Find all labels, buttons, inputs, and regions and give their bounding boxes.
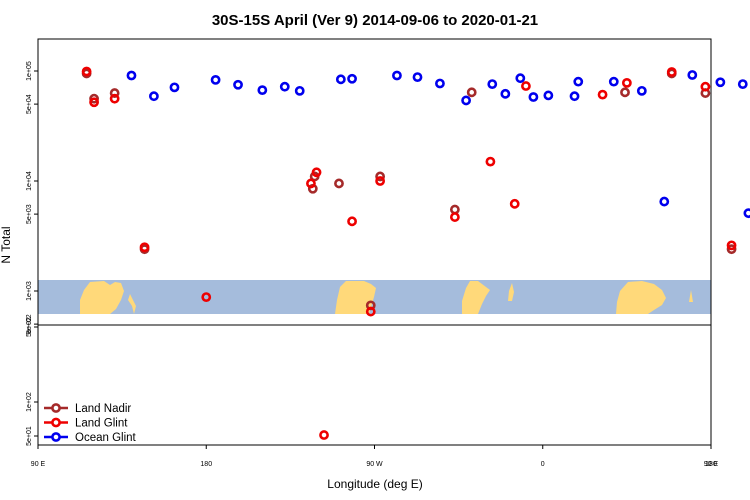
x-tick-label: 90 W <box>366 461 383 468</box>
ocean-glint-point <box>487 79 498 90</box>
legend-marker-land-nadir <box>51 403 61 413</box>
land-glint-point <box>666 67 677 77</box>
ocean-glint-point <box>335 74 346 85</box>
plot-frame-lower <box>37 324 712 446</box>
chart-title: 30S-15S April (Ver 9) 2014-09-06 to 2020… <box>212 12 538 29</box>
land-nadir-point <box>726 244 737 255</box>
ocean-glint-point <box>687 70 698 80</box>
land-glint-point <box>201 292 212 303</box>
ocean-glint-point <box>392 70 402 81</box>
ocean-glint-point <box>149 91 159 102</box>
legend-label-ocean-glint: Ocean Glint <box>75 432 137 444</box>
land-glint-point <box>89 97 99 108</box>
land-glint-point <box>139 242 150 253</box>
ocean-glint-point <box>210 75 221 85</box>
land-nadir-point <box>109 88 120 98</box>
y-tick-label: 5e+03 <box>26 204 33 224</box>
ocean-glint-point <box>573 76 584 87</box>
land-nadir-point <box>620 87 630 98</box>
ocean-glint-point <box>608 76 619 87</box>
land-glint-point <box>347 216 357 227</box>
land-nadir-point <box>89 93 99 104</box>
y-tick-label: 1e+05 <box>26 61 33 81</box>
ocean-glint-point <box>257 85 268 96</box>
ocean-glint-point <box>126 70 137 81</box>
ocean-glint-point <box>659 196 670 207</box>
legend-marker-land-glint <box>51 417 61 428</box>
land-south-america <box>335 281 376 314</box>
land-glint-point <box>109 93 120 104</box>
y-tick-label: 5e+01 <box>26 426 33 446</box>
y-tick-label: 1e+03 <box>26 281 33 301</box>
ocean-glint-point <box>461 95 472 106</box>
ocean-glint-point <box>636 85 647 96</box>
land-glint-point <box>509 198 520 209</box>
land-glint-point <box>319 430 329 440</box>
ocean-glint-point <box>500 88 511 99</box>
land-africa-center <box>462 281 490 314</box>
ocean-glint-point <box>743 208 750 219</box>
ocean-glint-point <box>294 85 305 96</box>
land-new-zealand <box>689 290 693 302</box>
y-tick-label: 1e+04 <box>26 171 33 191</box>
ocean-glint-point <box>347 73 357 84</box>
ocean-glint-point <box>515 73 526 84</box>
x-tick-label: 180 <box>705 461 717 468</box>
ocean-glint-point <box>435 78 445 89</box>
land-australia-right <box>616 281 666 314</box>
ocean-glint-point <box>528 92 539 102</box>
x-tick-label: 90 E <box>704 461 719 468</box>
land-nadir-point <box>449 204 460 215</box>
ocean-glint-point <box>233 79 243 90</box>
y-axis-label: N Total <box>0 226 13 263</box>
land-glint-point <box>597 89 608 100</box>
ocean-glint-point <box>715 77 726 88</box>
x-tick-label: 180 <box>200 461 212 468</box>
land-glint-point <box>311 167 322 178</box>
land-glint-point <box>375 176 386 186</box>
legend-label-land-nadir: Land Nadir <box>75 403 131 415</box>
ocean-glint-point <box>737 79 748 90</box>
x-tick-label: 90 E <box>31 461 46 468</box>
land-glint-point <box>485 156 496 167</box>
ocean-glint-point <box>279 81 290 92</box>
ocean-glint-point <box>543 90 554 101</box>
ocean-glint-point <box>412 72 423 83</box>
y-tick-label: 5e+02 <box>26 314 33 334</box>
land-glint-point <box>81 66 92 77</box>
land-nadir-point <box>334 178 344 189</box>
land-glint-point <box>306 178 316 189</box>
land-madagascar <box>508 283 514 301</box>
land-africa-left <box>80 281 124 314</box>
x-tick-label: 0 <box>541 461 545 468</box>
y-tick-label: 1e+02 <box>26 392 33 412</box>
land-glint-point <box>521 81 531 91</box>
land-australia-left <box>128 294 136 314</box>
y-tick-label: 5e+04 <box>26 94 33 114</box>
land-nadir-point <box>375 171 386 182</box>
ocean-glint-point <box>169 82 180 93</box>
land-glint-point <box>449 212 460 222</box>
legend-marker-ocean-glint <box>51 432 61 442</box>
y-axis-ticks: 1e+055e+041e+045e+031e+035e+025e+021e+02… <box>26 61 38 446</box>
ocean-glint-point <box>569 91 580 102</box>
land-glint-point <box>365 306 376 317</box>
y-tick-label: 5e+02 <box>26 317 33 337</box>
land-glint-point <box>726 240 737 251</box>
land-nadir-point <box>466 87 477 98</box>
land-glint-point <box>621 77 632 88</box>
legend-label-land-glint: Land Glint <box>75 418 128 430</box>
x-axis-label: Longitude (deg E) <box>327 477 422 491</box>
legend: Land Nadir Land Glint Ocean Glint <box>44 403 137 444</box>
land-glint-point <box>700 81 711 92</box>
data-points <box>81 66 750 440</box>
